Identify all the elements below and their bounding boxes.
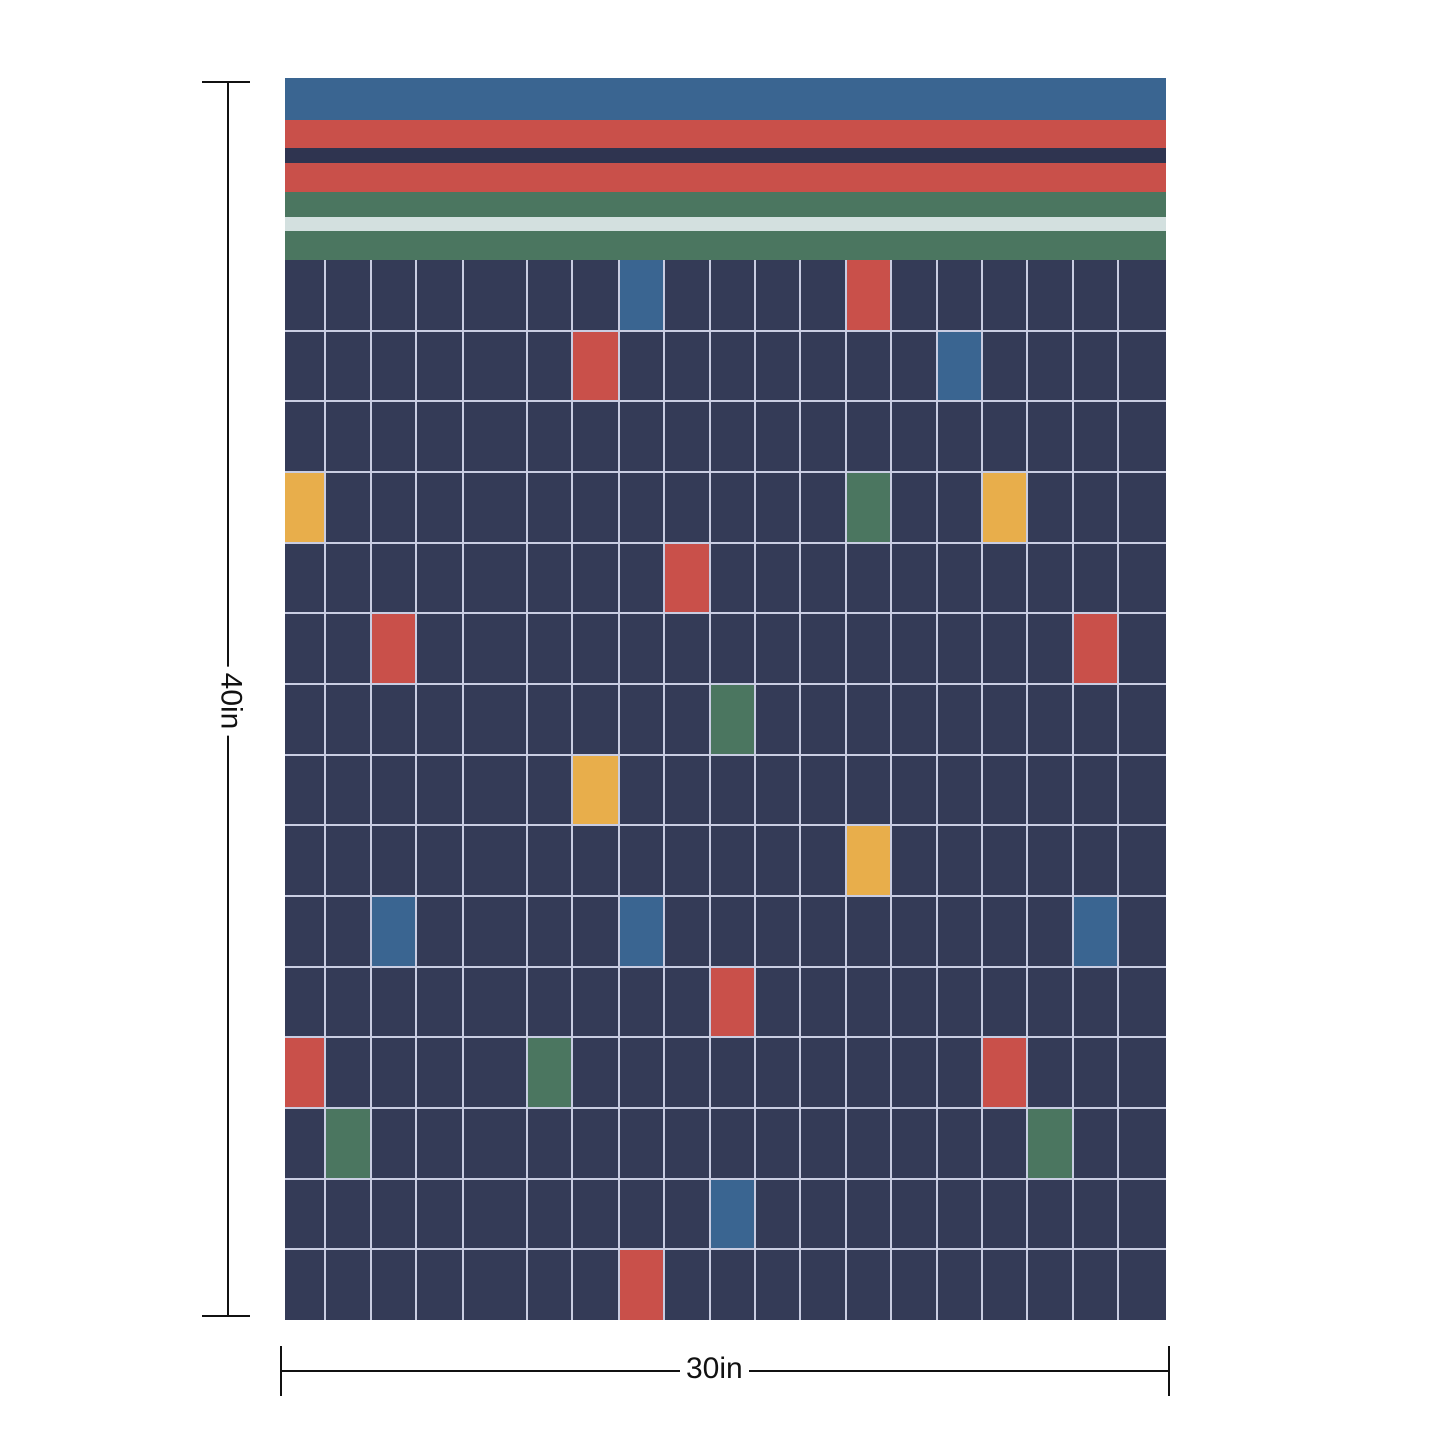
grid-line-vertical bbox=[663, 260, 665, 1320]
colored-cell-blue bbox=[619, 896, 664, 967]
grid-line-vertical bbox=[890, 260, 892, 1320]
stripe-red bbox=[285, 163, 1166, 192]
grid-line-vertical bbox=[462, 260, 464, 1320]
width-dimension-cap-right bbox=[1168, 1346, 1170, 1396]
height-dimension-cap-bottom bbox=[202, 1315, 250, 1317]
width-label: 30in bbox=[680, 1352, 749, 1386]
colored-cell-yellow bbox=[572, 754, 619, 826]
grid-line-horizontal bbox=[285, 824, 1166, 827]
grid-line-horizontal bbox=[285, 612, 1166, 615]
grid-line-vertical bbox=[324, 260, 326, 1320]
grid-line-horizontal bbox=[285, 965, 1166, 968]
width-dimension-cap-left bbox=[280, 1346, 282, 1396]
grid-line-vertical bbox=[526, 260, 528, 1320]
grid-line-vertical bbox=[1072, 260, 1074, 1320]
grid-line-horizontal bbox=[285, 329, 1166, 332]
colored-cell-green bbox=[710, 684, 755, 755]
height-dimension-cap-top bbox=[202, 81, 250, 83]
grid-line-vertical bbox=[754, 260, 756, 1320]
colored-cell-red bbox=[982, 1037, 1027, 1108]
stripe-red bbox=[285, 120, 1166, 148]
grid-line-vertical bbox=[845, 260, 847, 1320]
grid-line-vertical bbox=[1117, 260, 1119, 1320]
stripe-green bbox=[285, 192, 1166, 217]
grid-pattern bbox=[285, 260, 1166, 1320]
stripe-navy bbox=[285, 148, 1166, 163]
grid-line-vertical bbox=[1026, 260, 1028, 1320]
colored-cell-blue bbox=[1073, 896, 1118, 967]
stripe-white bbox=[285, 217, 1166, 231]
colored-cell-red bbox=[1073, 613, 1118, 684]
colored-cell-red bbox=[371, 613, 416, 684]
colored-cell-blue bbox=[619, 260, 664, 331]
grid-line-horizontal bbox=[285, 1248, 1166, 1251]
stripe-green bbox=[285, 231, 1166, 260]
grid-line-vertical bbox=[415, 260, 417, 1320]
colored-cell-blue bbox=[710, 1178, 755, 1250]
grid-line-vertical bbox=[370, 260, 372, 1320]
grid-line-vertical bbox=[981, 260, 983, 1320]
colored-cell-red bbox=[285, 1037, 325, 1108]
colored-cell-green bbox=[846, 472, 891, 543]
colored-cell-yellow bbox=[846, 825, 891, 896]
colored-cell-red bbox=[710, 966, 755, 1038]
stripe-blue bbox=[285, 78, 1166, 120]
colored-cell-red bbox=[846, 260, 891, 331]
colored-cell-yellow bbox=[982, 472, 1027, 543]
height-label: 40in bbox=[213, 666, 248, 736]
colored-cell-green bbox=[325, 1108, 371, 1179]
colored-cell-blue bbox=[371, 896, 416, 967]
grid-line-horizontal bbox=[285, 895, 1166, 897]
grid-line-vertical bbox=[936, 260, 938, 1320]
grid-line-horizontal bbox=[285, 753, 1166, 756]
grid-line-vertical bbox=[571, 260, 573, 1320]
grid-line-horizontal bbox=[285, 1177, 1166, 1180]
colored-cell-red bbox=[619, 1249, 664, 1320]
colored-cell-green bbox=[527, 1037, 572, 1108]
grid-line-vertical bbox=[709, 260, 711, 1320]
grid-line-horizontal bbox=[285, 471, 1166, 473]
grid-line-horizontal bbox=[285, 541, 1166, 544]
grid-line-vertical bbox=[618, 260, 620, 1320]
grid-line-horizontal bbox=[285, 400, 1166, 403]
grid-line-horizontal bbox=[285, 1107, 1166, 1109]
colored-cell-red bbox=[572, 330, 619, 402]
grid-line-vertical bbox=[799, 260, 801, 1320]
grid-line-horizontal bbox=[285, 1036, 1166, 1039]
flag-design bbox=[285, 78, 1166, 1320]
colored-cell-red bbox=[664, 542, 710, 614]
grid-line-horizontal bbox=[285, 683, 1166, 685]
colored-cell-yellow bbox=[285, 472, 325, 543]
colored-cell-blue bbox=[937, 330, 982, 402]
colored-cell-green bbox=[1027, 1108, 1073, 1179]
